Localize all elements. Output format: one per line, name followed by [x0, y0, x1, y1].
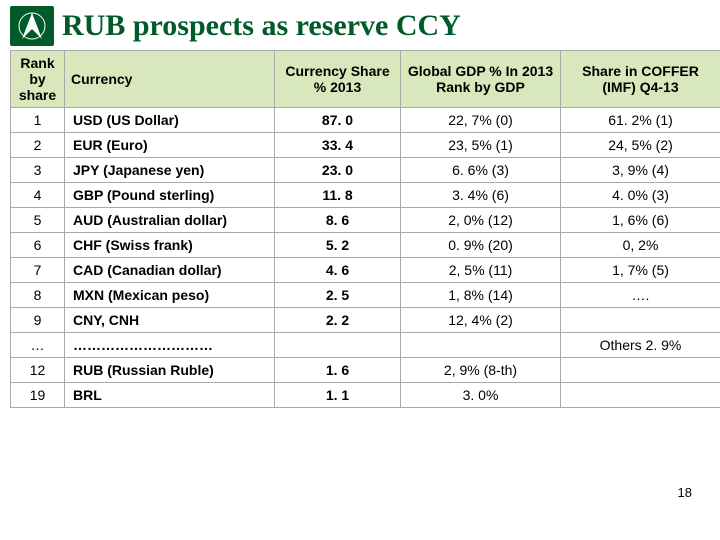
cell-share [275, 333, 401, 358]
col-header-share: Currency Share % 2013 [275, 51, 401, 108]
cell-rank: 8 [11, 283, 65, 308]
cell-share: 1. 1 [275, 383, 401, 408]
cell-gdp [401, 333, 561, 358]
col-header-imf: Share in COFFER (IMF) Q4-13 [561, 51, 720, 108]
cell-rank: 19 [11, 383, 65, 408]
cell-gdp: 3. 4% (6) [401, 183, 561, 208]
cell-imf [561, 383, 720, 408]
cell-currency: USD (US Dollar) [65, 108, 275, 133]
table-row: 8MXN (Mexican peso)2. 51, 8% (14)…. [11, 283, 720, 308]
cell-imf: 3, 9% (4) [561, 158, 720, 183]
cell-imf [561, 308, 720, 333]
table-row: 9CNY, CNH2. 212, 4% (2) [11, 308, 720, 333]
currency-table: Rank by share Currency Currency Share % … [10, 50, 720, 408]
cell-rank: 3 [11, 158, 65, 183]
cell-imf: 1, 7% (5) [561, 258, 720, 283]
slide-title: RUB prospects as reserve CCY [62, 9, 461, 43]
title-row: RUB prospects as reserve CCY [10, 6, 710, 46]
cell-imf: 4. 0% (3) [561, 183, 720, 208]
cell-gdp: 2, 9% (8-th) [401, 358, 561, 383]
table-row: 7CAD (Canadian dollar)4. 62, 5% (11)1, 7… [11, 258, 720, 283]
cell-rank: 5 [11, 208, 65, 233]
cell-share: 87. 0 [275, 108, 401, 133]
slide: RUB prospects as reserve CCY Rank by sha… [0, 0, 720, 540]
table-row: 2EUR (Euro)33. 423, 5% (1)24, 5% (2) [11, 133, 720, 158]
cell-share: 2. 2 [275, 308, 401, 333]
cell-imf: …. [561, 283, 720, 308]
cell-rank: 4 [11, 183, 65, 208]
cell-rank: 2 [11, 133, 65, 158]
cell-currency: RUB (Russian Ruble) [65, 358, 275, 383]
table-row: 12RUB (Russian Ruble)1. 62, 9% (8-th) [11, 358, 720, 383]
cell-currency: MXN (Mexican peso) [65, 283, 275, 308]
cell-gdp: 3. 0% [401, 383, 561, 408]
col-header-gdp: Global GDP % In 2013 Rank by GDP [401, 51, 561, 108]
cell-imf: 1, 6% (6) [561, 208, 720, 233]
table-row: 3JPY (Japanese yen)23. 06. 6% (3)3, 9% (… [11, 158, 720, 183]
table-row: 1USD (US Dollar)87. 022, 7% (0)61. 2% (1… [11, 108, 720, 133]
cell-currency: AUD (Australian dollar) [65, 208, 275, 233]
nfea-logo-icon [10, 6, 54, 46]
cell-share: 5. 2 [275, 233, 401, 258]
cell-rank: 1 [11, 108, 65, 133]
table-header-row: Rank by share Currency Currency Share % … [11, 51, 720, 108]
cell-gdp: 6. 6% (3) [401, 158, 561, 183]
page-number: 18 [678, 485, 692, 500]
table-row: 6CHF (Swiss frank)5. 20. 9% (20)0, 2% [11, 233, 720, 258]
cell-imf: 61. 2% (1) [561, 108, 720, 133]
cell-gdp: 0. 9% (20) [401, 233, 561, 258]
cell-gdp: 22, 7% (0) [401, 108, 561, 133]
cell-currency: CHF (Swiss frank) [65, 233, 275, 258]
cell-currency: EUR (Euro) [65, 133, 275, 158]
cell-gdp: 12, 4% (2) [401, 308, 561, 333]
col-header-currency: Currency [65, 51, 275, 108]
col-header-rank: Rank by share [11, 51, 65, 108]
cell-gdp: 2, 5% (11) [401, 258, 561, 283]
cell-gdp: 2, 0% (12) [401, 208, 561, 233]
cell-share: 33. 4 [275, 133, 401, 158]
cell-currency: JPY (Japanese yen) [65, 158, 275, 183]
table-row: …………………………… Others 2. 9% [11, 333, 720, 358]
cell-share: 1. 6 [275, 358, 401, 383]
cell-rank: 9 [11, 308, 65, 333]
cell-imf: 24, 5% (2) [561, 133, 720, 158]
cell-imf: Others 2. 9% [561, 333, 720, 358]
cell-currency: CAD (Canadian dollar) [65, 258, 275, 283]
cell-share: 11. 8 [275, 183, 401, 208]
cell-rank: … [11, 333, 65, 358]
cell-share: 2. 5 [275, 283, 401, 308]
cell-share: 23. 0 [275, 158, 401, 183]
cell-currency: BRL [65, 383, 275, 408]
cell-gdp: 23, 5% (1) [401, 133, 561, 158]
cell-rank: 7 [11, 258, 65, 283]
cell-currency: CNY, CNH [65, 308, 275, 333]
cell-rank: 12 [11, 358, 65, 383]
cell-gdp: 1, 8% (14) [401, 283, 561, 308]
cell-currency: GBP (Pound sterling) [65, 183, 275, 208]
cell-share: 8. 6 [275, 208, 401, 233]
table-row: 19BRL1. 13. 0% [11, 383, 720, 408]
table-row: 5AUD (Australian dollar)8. 62, 0% (12)1,… [11, 208, 720, 233]
cell-currency: ………………………… [65, 333, 275, 358]
table-row: 4GBP (Pound sterling)11. 83. 4% (6)4. 0%… [11, 183, 720, 208]
cell-imf: 0, 2% [561, 233, 720, 258]
cell-rank: 6 [11, 233, 65, 258]
cell-imf [561, 358, 720, 383]
cell-share: 4. 6 [275, 258, 401, 283]
